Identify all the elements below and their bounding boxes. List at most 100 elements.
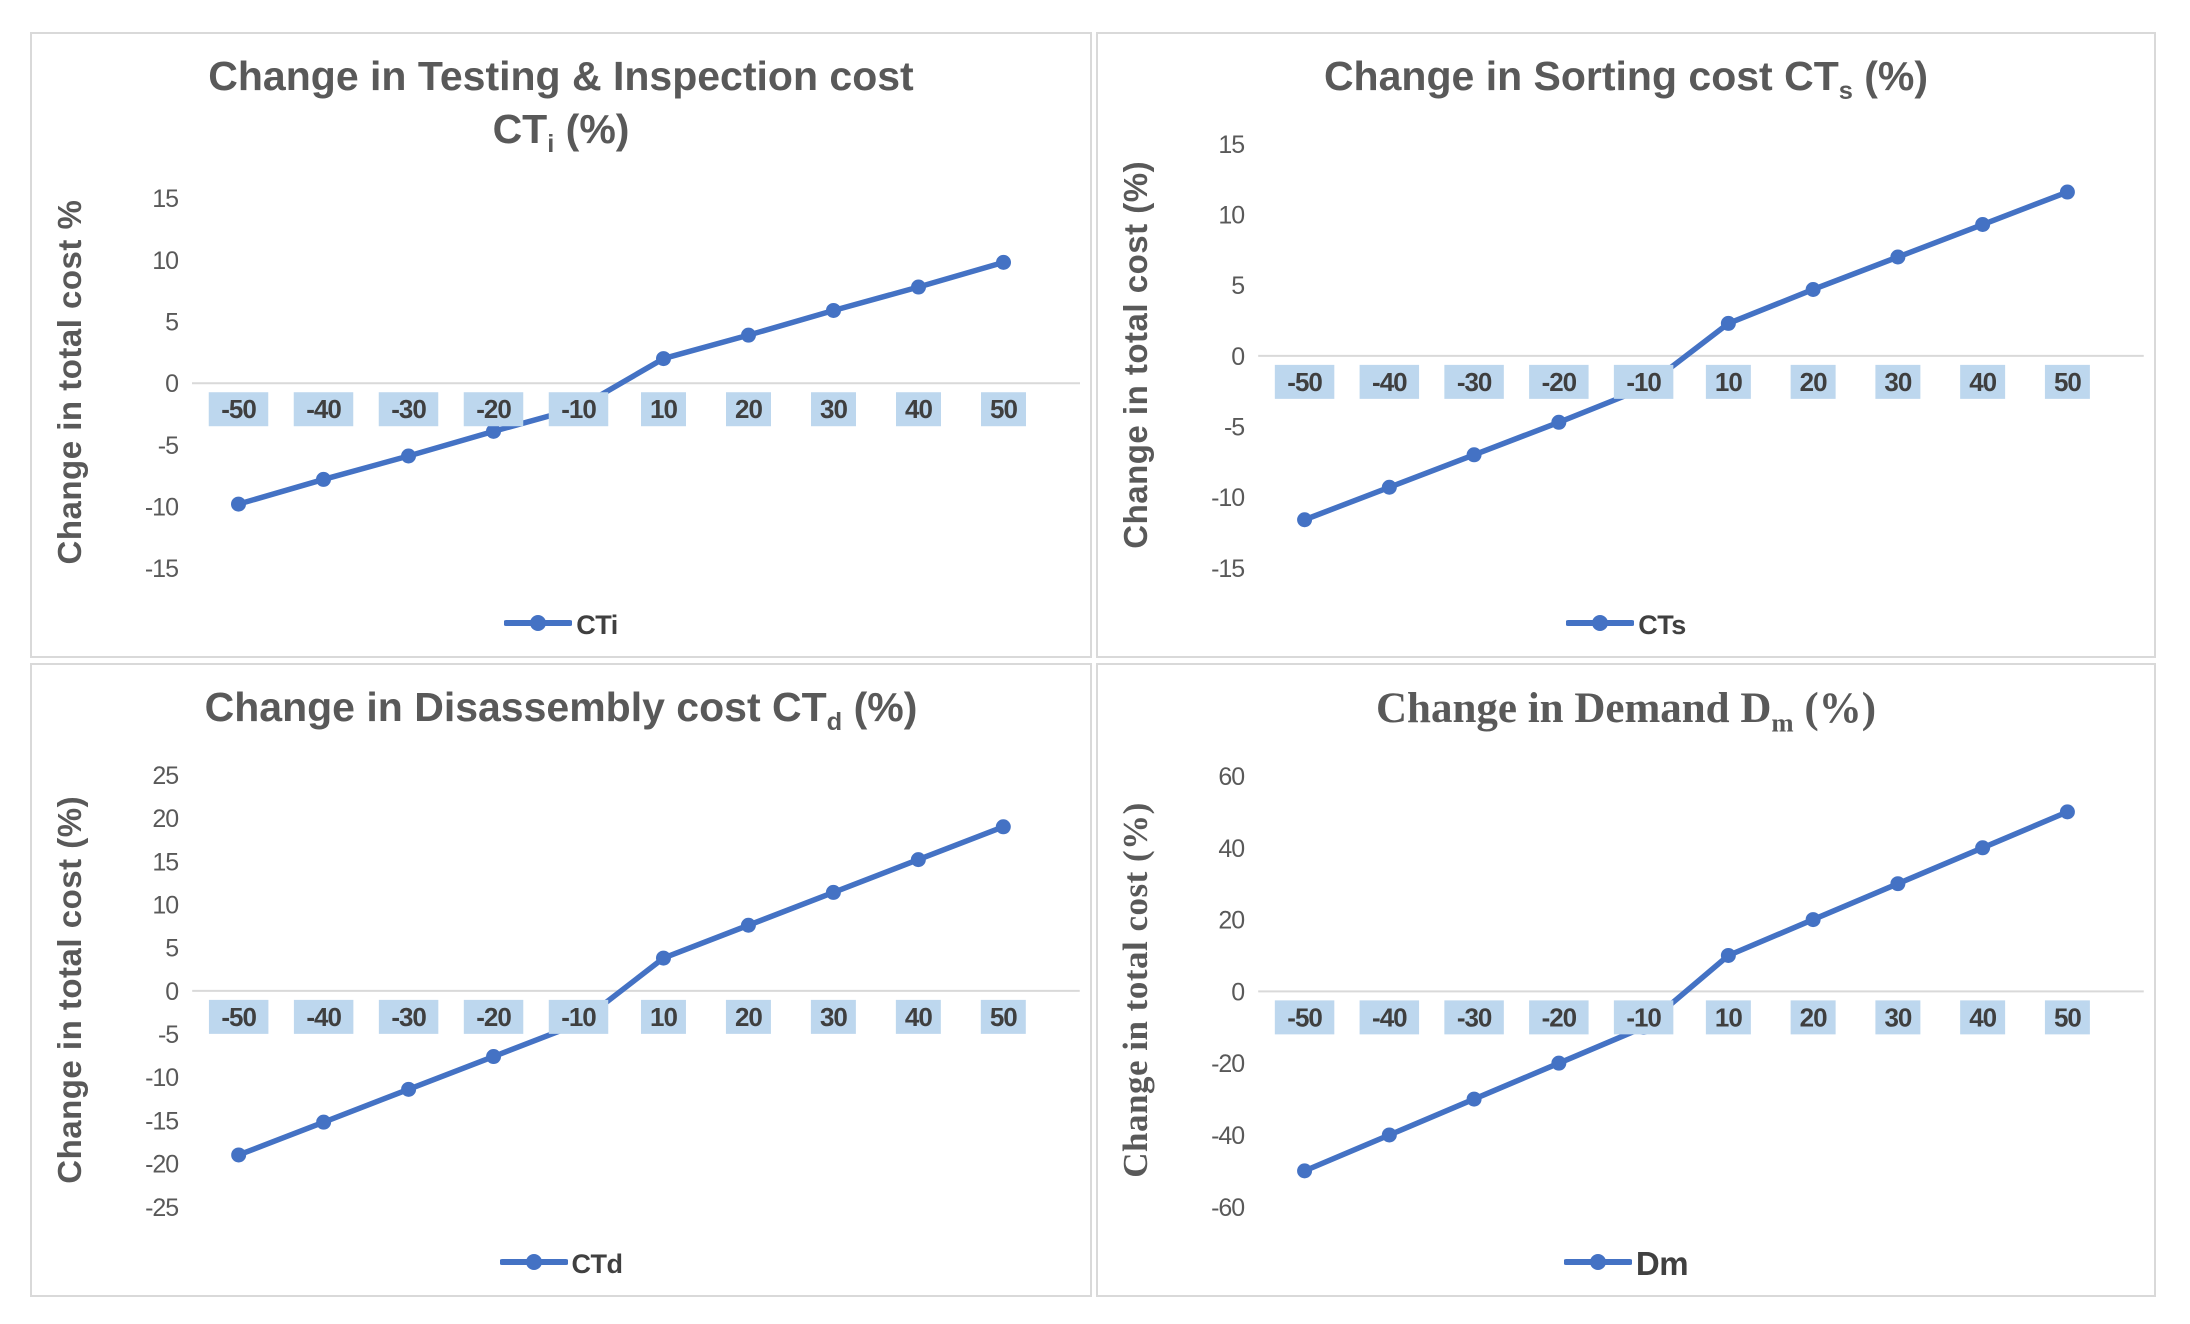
data-point-marker bbox=[1381, 479, 1397, 495]
series-line bbox=[1301, 809, 2071, 1174]
x-category-label: -50 bbox=[221, 394, 256, 424]
y-tick-label: -60 bbox=[1211, 1194, 1244, 1222]
x-category-label: 10 bbox=[650, 1002, 677, 1032]
chart-area: Change in total cost (%) 60 40 20 0 -20 -40 -6… bbox=[1098, 748, 2154, 1233]
chart-panel-sorting-cost: Change in Sorting cost CTs (%) Change in… bbox=[1096, 32, 2156, 658]
series-line bbox=[235, 259, 1007, 507]
data-point-marker bbox=[401, 448, 416, 464]
x-category-label: -10 bbox=[561, 394, 596, 424]
data-point-marker bbox=[1381, 1127, 1397, 1143]
y-axis-title: Change in total cost (%) bbox=[51, 796, 88, 1185]
y-tick-label: -5 bbox=[158, 431, 178, 459]
data-point-marker bbox=[1297, 1163, 1313, 1179]
x-category-highlight bbox=[641, 391, 686, 426]
y-tick-label: 40 bbox=[1218, 835, 1244, 863]
x-category-highlight bbox=[293, 391, 354, 426]
chart-title: Change in Sorting cost CTs (%) bbox=[1098, 34, 2154, 116]
data-point-marker bbox=[1551, 1055, 1567, 1071]
x-category-highlight bbox=[1960, 365, 2006, 400]
x-category-label: 30 bbox=[1884, 367, 1911, 397]
x-category-label: 40 bbox=[1969, 367, 1996, 397]
series-line bbox=[235, 824, 1007, 1158]
x-category-label: 40 bbox=[905, 394, 932, 424]
x-category-highlight bbox=[1705, 365, 1751, 400]
x-category-label: 50 bbox=[2054, 367, 2081, 397]
y-tick-label: -10 bbox=[145, 1064, 178, 1092]
data-point-marker bbox=[741, 327, 756, 343]
data-point-marker bbox=[316, 1114, 332, 1130]
y-tick-label: 15 bbox=[152, 849, 178, 877]
data-point-marker bbox=[1890, 876, 1906, 892]
x-category-highlight bbox=[811, 391, 856, 426]
legend: CTs bbox=[1098, 594, 2154, 656]
x-category-highlight bbox=[378, 391, 439, 426]
x-category-label: 50 bbox=[990, 1002, 1017, 1032]
x-category-highlight bbox=[293, 1000, 354, 1035]
data-point-marker bbox=[316, 471, 331, 487]
chart-title: Change in Disassembly cost CTd (%) bbox=[32, 665, 1090, 747]
chart-title: Change in Testing & Inspection cost CTi (… bbox=[32, 34, 1090, 170]
legend-label: CTd bbox=[571, 1248, 623, 1279]
y-tick-label: 25 bbox=[152, 762, 178, 790]
y-tick-label: 10 bbox=[152, 246, 178, 274]
y-tick-label: 15 bbox=[1218, 131, 1244, 159]
y-tick-label: -40 bbox=[1211, 1122, 1244, 1150]
y-tick-label: 20 bbox=[152, 805, 178, 833]
x-category-highlight bbox=[1529, 365, 1589, 400]
data-point-marker bbox=[1551, 415, 1567, 431]
y-tick-label: 10 bbox=[152, 892, 178, 920]
x-category-label: 20 bbox=[1800, 367, 1827, 397]
x-category-label: -50 bbox=[1287, 1003, 1322, 1033]
x-category-highlight bbox=[1705, 1000, 1751, 1035]
chart-area: Change in total cost (%) 15 10 5 0 -5 -10 -15-… bbox=[1098, 116, 2154, 594]
x-category-label: 10 bbox=[1715, 367, 1742, 397]
x-category-label: -50 bbox=[1287, 367, 1322, 397]
legend-swatch-svg bbox=[498, 1253, 569, 1270]
chart-title-line: Change in Demand Dm (%) bbox=[1375, 685, 1877, 738]
x-category-label: -20 bbox=[476, 1002, 511, 1032]
x-category-highlight bbox=[1613, 365, 1674, 400]
y-axis-title: Change in total cost (%) bbox=[1117, 161, 1154, 550]
data-point-marker bbox=[1975, 217, 1991, 233]
data-point-marker bbox=[486, 1049, 502, 1065]
line-plot: 60 40 20 0 -20 -40 -60 -50 -40 -30 -20 -10 10 20 30 40 5… bbox=[1211, 763, 2144, 1222]
x-category-label: -30 bbox=[391, 394, 426, 424]
x-category-highlight bbox=[1359, 1000, 1420, 1035]
x-category-label: -40 bbox=[1372, 1003, 1407, 1033]
legend-line-marker-icon bbox=[498, 1252, 569, 1277]
x-category-label: -40 bbox=[306, 394, 341, 424]
chart-title-line: CTi (%) bbox=[492, 106, 630, 159]
x-category-highlight bbox=[1613, 1000, 1674, 1035]
legend-label: CTs bbox=[1638, 609, 1686, 640]
x-category-label: 50 bbox=[2054, 1003, 2081, 1033]
x-category-highlight bbox=[895, 1000, 941, 1035]
legend-line-marker-icon bbox=[1562, 1252, 1633, 1277]
x-category-highlight bbox=[378, 1000, 439, 1035]
data-point-marker bbox=[655, 950, 671, 966]
data-point-marker bbox=[1805, 282, 1821, 298]
x-category-label: 30 bbox=[1884, 1003, 1911, 1033]
legend: CTd bbox=[32, 1233, 1090, 1295]
data-point-marker bbox=[1975, 840, 1991, 856]
x-category-highlight bbox=[463, 391, 524, 426]
chart-area: Change in total cost % 15 10 5 0 -5 -10 -15 -50… bbox=[32, 170, 1090, 594]
x-category-label: -40 bbox=[1372, 367, 1407, 397]
y-tick-label: -15 bbox=[1211, 555, 1244, 583]
x-category-highlight bbox=[1875, 1000, 1921, 1035]
chart-panel-disassembly-cost: Change in Disassembly cost CTd (%) Chang… bbox=[30, 663, 1092, 1297]
x-category-label: -10 bbox=[1626, 367, 1661, 397]
x-category-label: -30 bbox=[391, 1002, 426, 1032]
x-category-highlight bbox=[980, 1000, 1026, 1035]
legend: CTi bbox=[32, 594, 1090, 656]
x-category-highlight bbox=[2044, 365, 2090, 400]
x-category-label: -20 bbox=[1542, 1003, 1577, 1033]
chart-panel-demand: Change in Demand Dm (%) Change in total … bbox=[1096, 663, 2156, 1297]
x-category-highlight bbox=[548, 391, 609, 426]
x-category-label: 10 bbox=[1715, 1003, 1742, 1033]
x-category-label: 20 bbox=[735, 394, 762, 424]
x-category-highlight bbox=[726, 391, 771, 426]
data-point-marker bbox=[995, 819, 1011, 835]
x-category-label: 20 bbox=[1800, 1003, 1827, 1033]
x-category-label: -40 bbox=[306, 1002, 341, 1032]
